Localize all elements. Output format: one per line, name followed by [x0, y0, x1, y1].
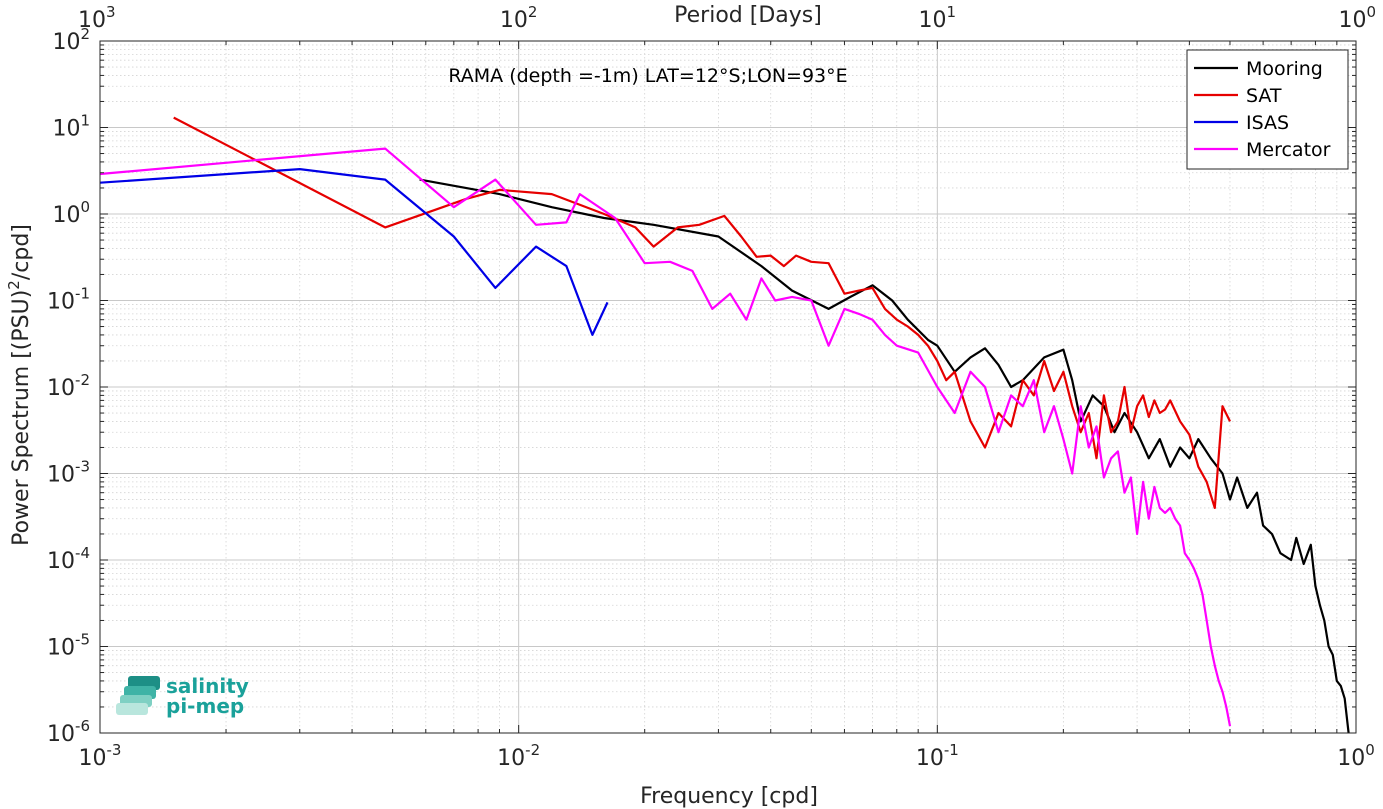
salinity-pi-mep-logo: salinity pi-mep: [116, 674, 249, 718]
x-tick-labels: 10-3 10-2 10-1 100: [79, 741, 1375, 771]
minor-grid: [100, 41, 1356, 733]
legend: Mooring SAT ISAS Mercator: [1186, 49, 1349, 170]
y-tick-label: 102: [52, 25, 90, 55]
y-tick-labels: 10-6 10-5 10-4 10-3 10-2 10-1 100 101 102: [47, 25, 90, 747]
x-tick-label: 100: [1337, 741, 1375, 771]
y-tick-label: 101: [52, 112, 90, 142]
top-tick-label: 102: [500, 3, 538, 33]
y-tick-label: 10-2: [47, 371, 90, 401]
series-line-sat: [173, 116, 1231, 509]
x-tick-label: 10-3: [79, 741, 122, 771]
top-axis-label: Period [Days]: [674, 3, 822, 28]
series-line-mercator: [99, 147, 1232, 727]
top-tick-label: 103: [78, 3, 116, 33]
top-tick-labels: 103 102 101 100: [78, 3, 1376, 33]
y-tick-label: 10-5: [47, 631, 90, 661]
legend-label-mercator: Mercator: [1246, 139, 1331, 161]
logo-line1: salinity: [166, 674, 249, 698]
legend-label-mooring: Mooring: [1246, 58, 1323, 80]
x-tick-label: 10-1: [916, 741, 959, 771]
series-layer: [99, 116, 1350, 734]
legend-label-isas: ISAS: [1246, 112, 1289, 134]
y-tick-label: 10-4: [47, 544, 90, 574]
legend-label-sat: SAT: [1246, 85, 1282, 107]
series-line-isas: [99, 168, 609, 336]
y-tick-label: 10-6: [47, 717, 90, 747]
top-tick-label: 101: [919, 3, 957, 33]
y-tick-label: 10-1: [47, 285, 90, 315]
top-tick-label: 100: [1338, 3, 1376, 33]
x-axis-label: Frequency [cpd]: [640, 784, 818, 809]
y-tick-label: 100: [52, 198, 90, 228]
x-tick-label: 10-2: [497, 741, 540, 771]
logo-waves-icon: [116, 676, 160, 715]
y-tick-label: 10-3: [47, 458, 90, 488]
major-grid: [99, 40, 1357, 734]
tick-marks: [99, 40, 1357, 734]
y-axis-label: Power Spectrum [(PSU)2/cpd]: [5, 224, 34, 546]
logo-line2: pi-mep: [166, 694, 244, 718]
plot-annotation: RAMA (depth =-1m) LAT=12°S;LON=93°E: [448, 65, 847, 87]
